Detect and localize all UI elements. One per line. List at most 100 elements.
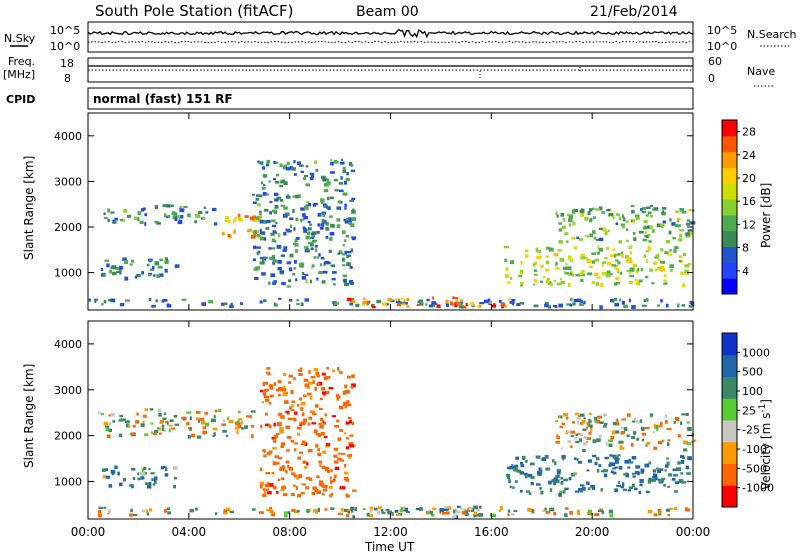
heatmap-cell [585,256,589,260]
heatmap-cell [609,254,615,257]
heatmap-cell [579,214,584,217]
heatmap-cell [669,253,672,257]
heatmap-cell [351,421,354,426]
heatmap-cell [342,166,346,170]
heatmap-cell [612,215,615,220]
heatmap-cell [267,491,272,495]
heatmap-cell [644,463,650,468]
power-colorbar-label: Power [dB] [759,183,773,248]
heatmap-cell [632,263,636,268]
colorbar-frame [721,119,738,295]
heatmap-cell [355,303,360,307]
heatmap-cell [251,434,254,439]
heatmap-cell [340,452,346,455]
heatmap-cell [300,407,304,411]
heatmap-cell [324,413,328,417]
heatmap-cell [538,467,542,472]
heatmap-cell [340,176,343,180]
heatmap-cell [620,253,624,258]
heatmap-cell [615,264,619,268]
heatmap-cell [338,395,341,399]
heatmap-cell [270,232,275,236]
heatmap-cell [574,436,578,440]
heatmap-cell [640,208,643,211]
heatmap-cell [588,418,591,423]
heatmap-cell [439,508,444,512]
heatmap-cell [280,442,286,446]
heatmap-cell [348,442,354,446]
heatmap-cell [275,181,280,184]
heatmap-cell [337,457,342,461]
heatmap-cell [351,509,354,513]
heatmap-cell [297,432,301,436]
heatmap-cell [554,305,558,308]
heatmap-cell [275,433,280,435]
heatmap-cell [600,470,604,473]
heatmap-cell [545,280,550,284]
heatmap-cell [317,382,321,386]
heatmap-cell [639,419,643,423]
heatmap-cell [632,472,636,475]
colorbar-tick-label: 500 [742,366,763,379]
heatmap-cell [465,302,468,307]
heatmap-cell [323,205,327,208]
heatmap-cell [264,220,268,224]
heatmap-cell [621,251,624,255]
heatmap-cell [681,413,686,416]
heatmap-cell [267,373,271,376]
heatmap-cell [340,158,343,161]
heatmap-cell [109,421,112,426]
heatmap-cell [569,511,573,515]
heatmap-cell [519,269,523,274]
heatmap-cell [224,219,229,223]
heatmap-cell [100,413,105,416]
heatmap-cell [394,510,399,513]
heatmap-cell [556,214,559,218]
heatmap-cell [544,303,549,308]
heatmap-cell [319,424,324,429]
heatmap-cell [511,466,517,469]
nsky-series [87,28,694,39]
heatmap-cell [127,424,131,428]
heatmap-cell [227,220,231,223]
heatmap-cell [304,298,310,302]
heatmap-cell [278,412,283,417]
heatmap-cell [592,439,597,443]
heatmap-cell [278,456,283,460]
heatmap-cell [524,474,528,479]
heatmap-cell [278,393,281,397]
heatmap-cell [286,161,290,166]
heatmap-cell [647,225,652,228]
heatmap-cell [655,254,659,258]
heatmap-cell [679,233,683,238]
heatmap-cell [660,422,663,426]
heatmap-cell [288,381,292,384]
heatmap-cell [586,437,591,440]
heatmap-cell [625,220,629,223]
heatmap-cell [303,378,309,382]
heatmap-cell [347,508,352,512]
heatmap-cell [222,430,227,433]
heatmap-cell [352,515,355,519]
heatmap-cell [240,420,243,425]
heatmap-cell [257,215,262,219]
heatmap-cell [344,405,348,409]
heatmap-cell [573,246,577,250]
heatmap-cell [260,389,264,393]
heatmap-cell [556,470,561,475]
heatmap-cell [267,451,271,456]
heatmap-cell [272,281,277,285]
heatmap-cell [637,267,640,272]
heatmap-cell [284,400,289,404]
heatmap-cell [268,402,272,405]
heatmap-cell [308,227,312,231]
heatmap-cell [101,468,106,472]
heatmap-cell [330,492,334,496]
heatmap-cell [426,298,430,302]
heatmap-cell [578,238,583,241]
heatmap-cell [143,207,146,211]
heatmap-cell [597,509,603,512]
heatmap-cell [554,479,560,484]
heatmap-cell [301,412,305,417]
heatmap-cell [269,450,273,453]
